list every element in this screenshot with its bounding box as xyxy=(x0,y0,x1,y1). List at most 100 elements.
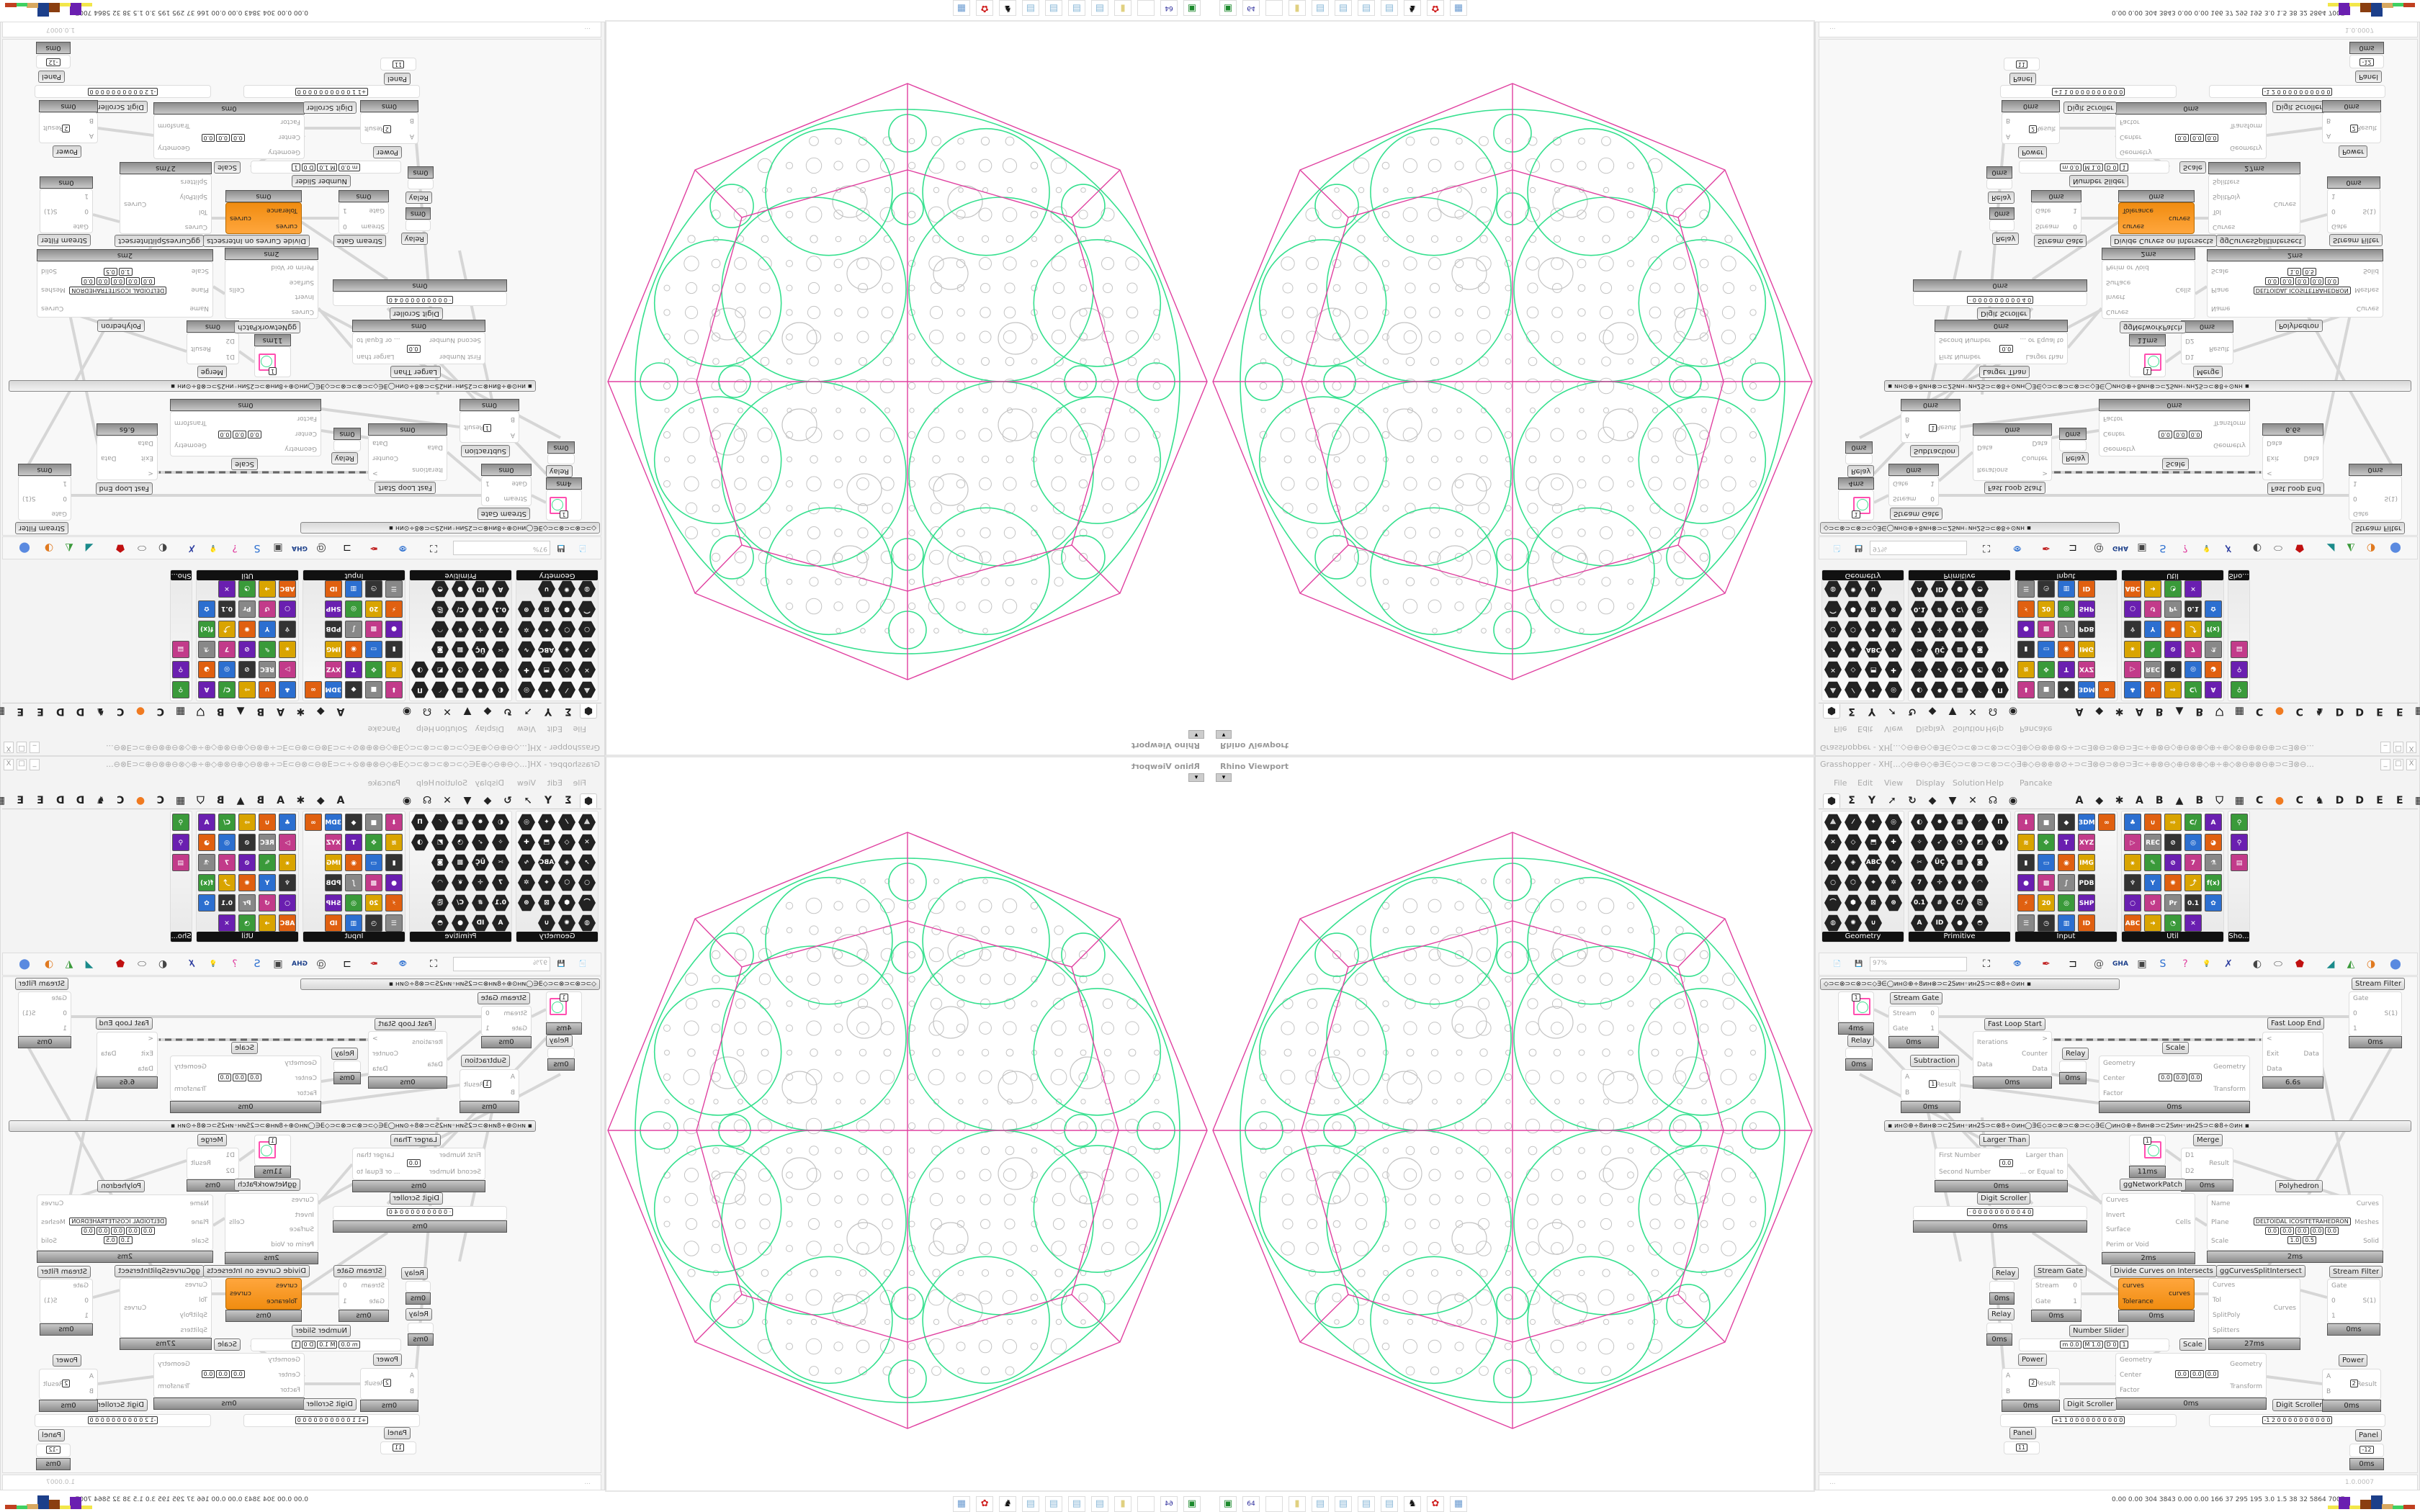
relay-component[interactable] xyxy=(1845,1048,1873,1058)
ribbon-panel-label[interactable]: Input xyxy=(303,932,405,942)
input-param[interactable]: Stream xyxy=(1893,495,1917,503)
tab-8[interactable]: ☊ xyxy=(422,795,432,806)
value-field[interactable]: 2 xyxy=(382,125,391,133)
input-param[interactable]: Gate xyxy=(2331,222,2347,230)
input-param[interactable]: 1 xyxy=(63,480,67,487)
tab-17[interactable]: ⛉ xyxy=(2215,795,2223,806)
component-icon[interactable]: ⁄ xyxy=(558,814,575,831)
divide-curves-on-intersects-component[interactable]: curves Tolerance curves xyxy=(2118,202,2195,234)
component-icon[interactable]: ♆ xyxy=(279,874,296,891)
input-param[interactable]: Gate xyxy=(511,480,527,487)
relay-component[interactable] xyxy=(408,179,434,189)
output-param[interactable]: 1 xyxy=(1930,480,1935,487)
component-icon[interactable]: ▦ xyxy=(1951,681,1968,698)
component-icon[interactable]: ⌖ xyxy=(1865,874,1882,891)
component-icon[interactable]: XYZ xyxy=(325,834,342,851)
component-icon[interactable]: ▷ xyxy=(279,834,296,851)
input-param[interactable]: A xyxy=(409,132,414,140)
terminal-icon[interactable]: ▣ xyxy=(1183,0,1201,16)
value-field[interactable]: 0.0 xyxy=(126,277,140,285)
input-param[interactable]: Gate xyxy=(1893,1025,1909,1032)
tab-26[interactable]: E xyxy=(17,795,24,806)
component-icon[interactable]: ✕ xyxy=(2184,914,2202,932)
toolbar-icon-11[interactable]: 💡 xyxy=(2202,544,2211,552)
tab-13[interactable]: A xyxy=(277,706,285,717)
output-param[interactable]: Transform xyxy=(158,122,190,130)
value-field[interactable]: 0.0 xyxy=(406,1158,421,1167)
tab-15[interactable]: ▲ xyxy=(2175,795,2184,806)
tab-18[interactable]: ▦ xyxy=(2234,706,2244,717)
minimize-button[interactable]: _ xyxy=(2380,742,2390,753)
close-button[interactable]: X xyxy=(2406,759,2416,770)
value-field[interactable]: m 0.0 xyxy=(2060,1341,2081,1349)
component-icon[interactable]: ◩ xyxy=(431,661,449,678)
component-icon[interactable]: ✺ xyxy=(238,874,256,891)
output-param[interactable]: Result xyxy=(2357,1380,2377,1388)
component-icon[interactable]: ◎ xyxy=(1885,814,1902,831)
component-icon[interactable]: ● xyxy=(1951,914,1968,932)
component-icon[interactable]: ⟁ xyxy=(578,681,596,698)
tab-21[interactable]: C xyxy=(117,795,125,806)
input-param[interactable]: Curves xyxy=(291,1197,314,1205)
panel-label[interactable]: Panel xyxy=(38,71,65,83)
component-icon[interactable]: ⬡ xyxy=(558,621,575,638)
fast-loop-end-component[interactable]: < Exit Data Data xyxy=(97,1032,158,1076)
stream-gate-component[interactable]: Stream Gate 0 1 xyxy=(2031,202,2081,234)
panel-component[interactable]: -12 xyxy=(2349,1444,2384,1457)
output-param[interactable]: ... or Equal to xyxy=(2020,336,2063,344)
relay-label[interactable]: Relay xyxy=(1847,1035,1875,1047)
input-param[interactable]: 0 xyxy=(84,1297,89,1305)
input-param[interactable]: B xyxy=(409,1388,414,1395)
component-icon[interactable]: ▩ xyxy=(452,641,469,658)
input-param[interactable]: Second Number xyxy=(1939,336,1991,344)
component-icon[interactable]: ◐ xyxy=(492,681,509,698)
component-icon[interactable]: ✂ xyxy=(1911,641,1928,658)
ggnetworkpatch-component[interactable]: Curves Invert Surface Perim or Void Cells xyxy=(2102,1193,2195,1252)
value-field[interactable]: 0.0 xyxy=(201,1370,215,1378)
component-icon[interactable]: Pr xyxy=(238,600,256,618)
component-icon[interactable]: ∫ xyxy=(2058,621,2075,638)
component-icon[interactable]: A xyxy=(1911,914,1928,932)
component-icon[interactable]: ▩ xyxy=(1951,641,1968,658)
component-icon[interactable]: ÜÇ xyxy=(1931,854,1948,871)
component-icon[interactable]: ● xyxy=(452,580,469,598)
power-component[interactable]: A B Result 2 xyxy=(2002,1368,2060,1400)
input-param[interactable]: Geometry xyxy=(2120,1356,2152,1364)
tab-11[interactable]: ◆ xyxy=(316,706,325,717)
input-param[interactable]: Tolerance xyxy=(266,1298,297,1305)
component-icon[interactable]: f(x) xyxy=(2205,874,2222,891)
component-icon[interactable]: ABC xyxy=(2124,914,2141,932)
panel-component[interactable]: 11 xyxy=(380,1441,416,1454)
grasshopper-canvas[interactable]: ◇⊃⊂⊗⊃⊂⊗⊃⊂◇∃∈◯ин⊙⊕÷8ин⊗⊃⊂2Sин◦ин2S⊃⊂⊗8÷⊙и… xyxy=(2,39,601,536)
output-param[interactable]: Cells xyxy=(2175,286,2191,293)
component-icon[interactable]: ◎ xyxy=(345,600,362,618)
input-param[interactable]: Gate xyxy=(2035,1298,2051,1305)
ggcurvessplitintersect-label[interactable]: ggCurvesSplitIntersect xyxy=(115,235,204,247)
power-component[interactable]: A B Result 2 xyxy=(39,112,98,143)
toolbar-icon-13[interactable]: ◐ xyxy=(2252,958,2262,970)
value-field[interactable]: 0.0 xyxy=(96,1227,110,1235)
tab-19[interactable]: C xyxy=(2256,706,2264,717)
menu-display[interactable]: Display xyxy=(475,724,504,734)
stream-filter-label[interactable]: Stream Filter xyxy=(2329,1266,2383,1278)
output-param[interactable]: Geometry xyxy=(174,441,207,449)
output-param[interactable]: > xyxy=(2042,1035,2048,1043)
component-icon[interactable]: A xyxy=(1911,580,1928,598)
digit-scroller-component[interactable]: +1 1 0 0 0 0 0 0 0 0 0 0 xyxy=(2000,85,2177,98)
blank-icon[interactable] xyxy=(1265,0,1283,16)
stream-gate-component[interactable]: Stream Gate 0 1 xyxy=(339,1278,389,1310)
ribbon-panel-label[interactable]: Geometry xyxy=(1822,570,1904,580)
stream-gate-label[interactable]: Stream Gate xyxy=(477,992,530,1004)
component-icon[interactable]: ▭ xyxy=(2038,854,2055,871)
input-param[interactable]: B xyxy=(510,415,515,423)
zoom-level-field[interactable]: 97% xyxy=(1870,541,1967,555)
value-field[interactable]: 0.0 xyxy=(201,134,215,142)
toolbar-icon-3[interactable]: 👁 xyxy=(398,544,407,552)
component-icon[interactable]: ⬒ xyxy=(1865,834,1882,851)
terminal-icon[interactable]: ▣ xyxy=(1183,1496,1201,1512)
menu-view[interactable]: View xyxy=(1884,778,1904,788)
red-app-icon[interactable]: ✿ xyxy=(976,0,993,16)
menu-display[interactable]: Display xyxy=(1916,778,1945,788)
input-param[interactable]: A xyxy=(2326,132,2331,140)
